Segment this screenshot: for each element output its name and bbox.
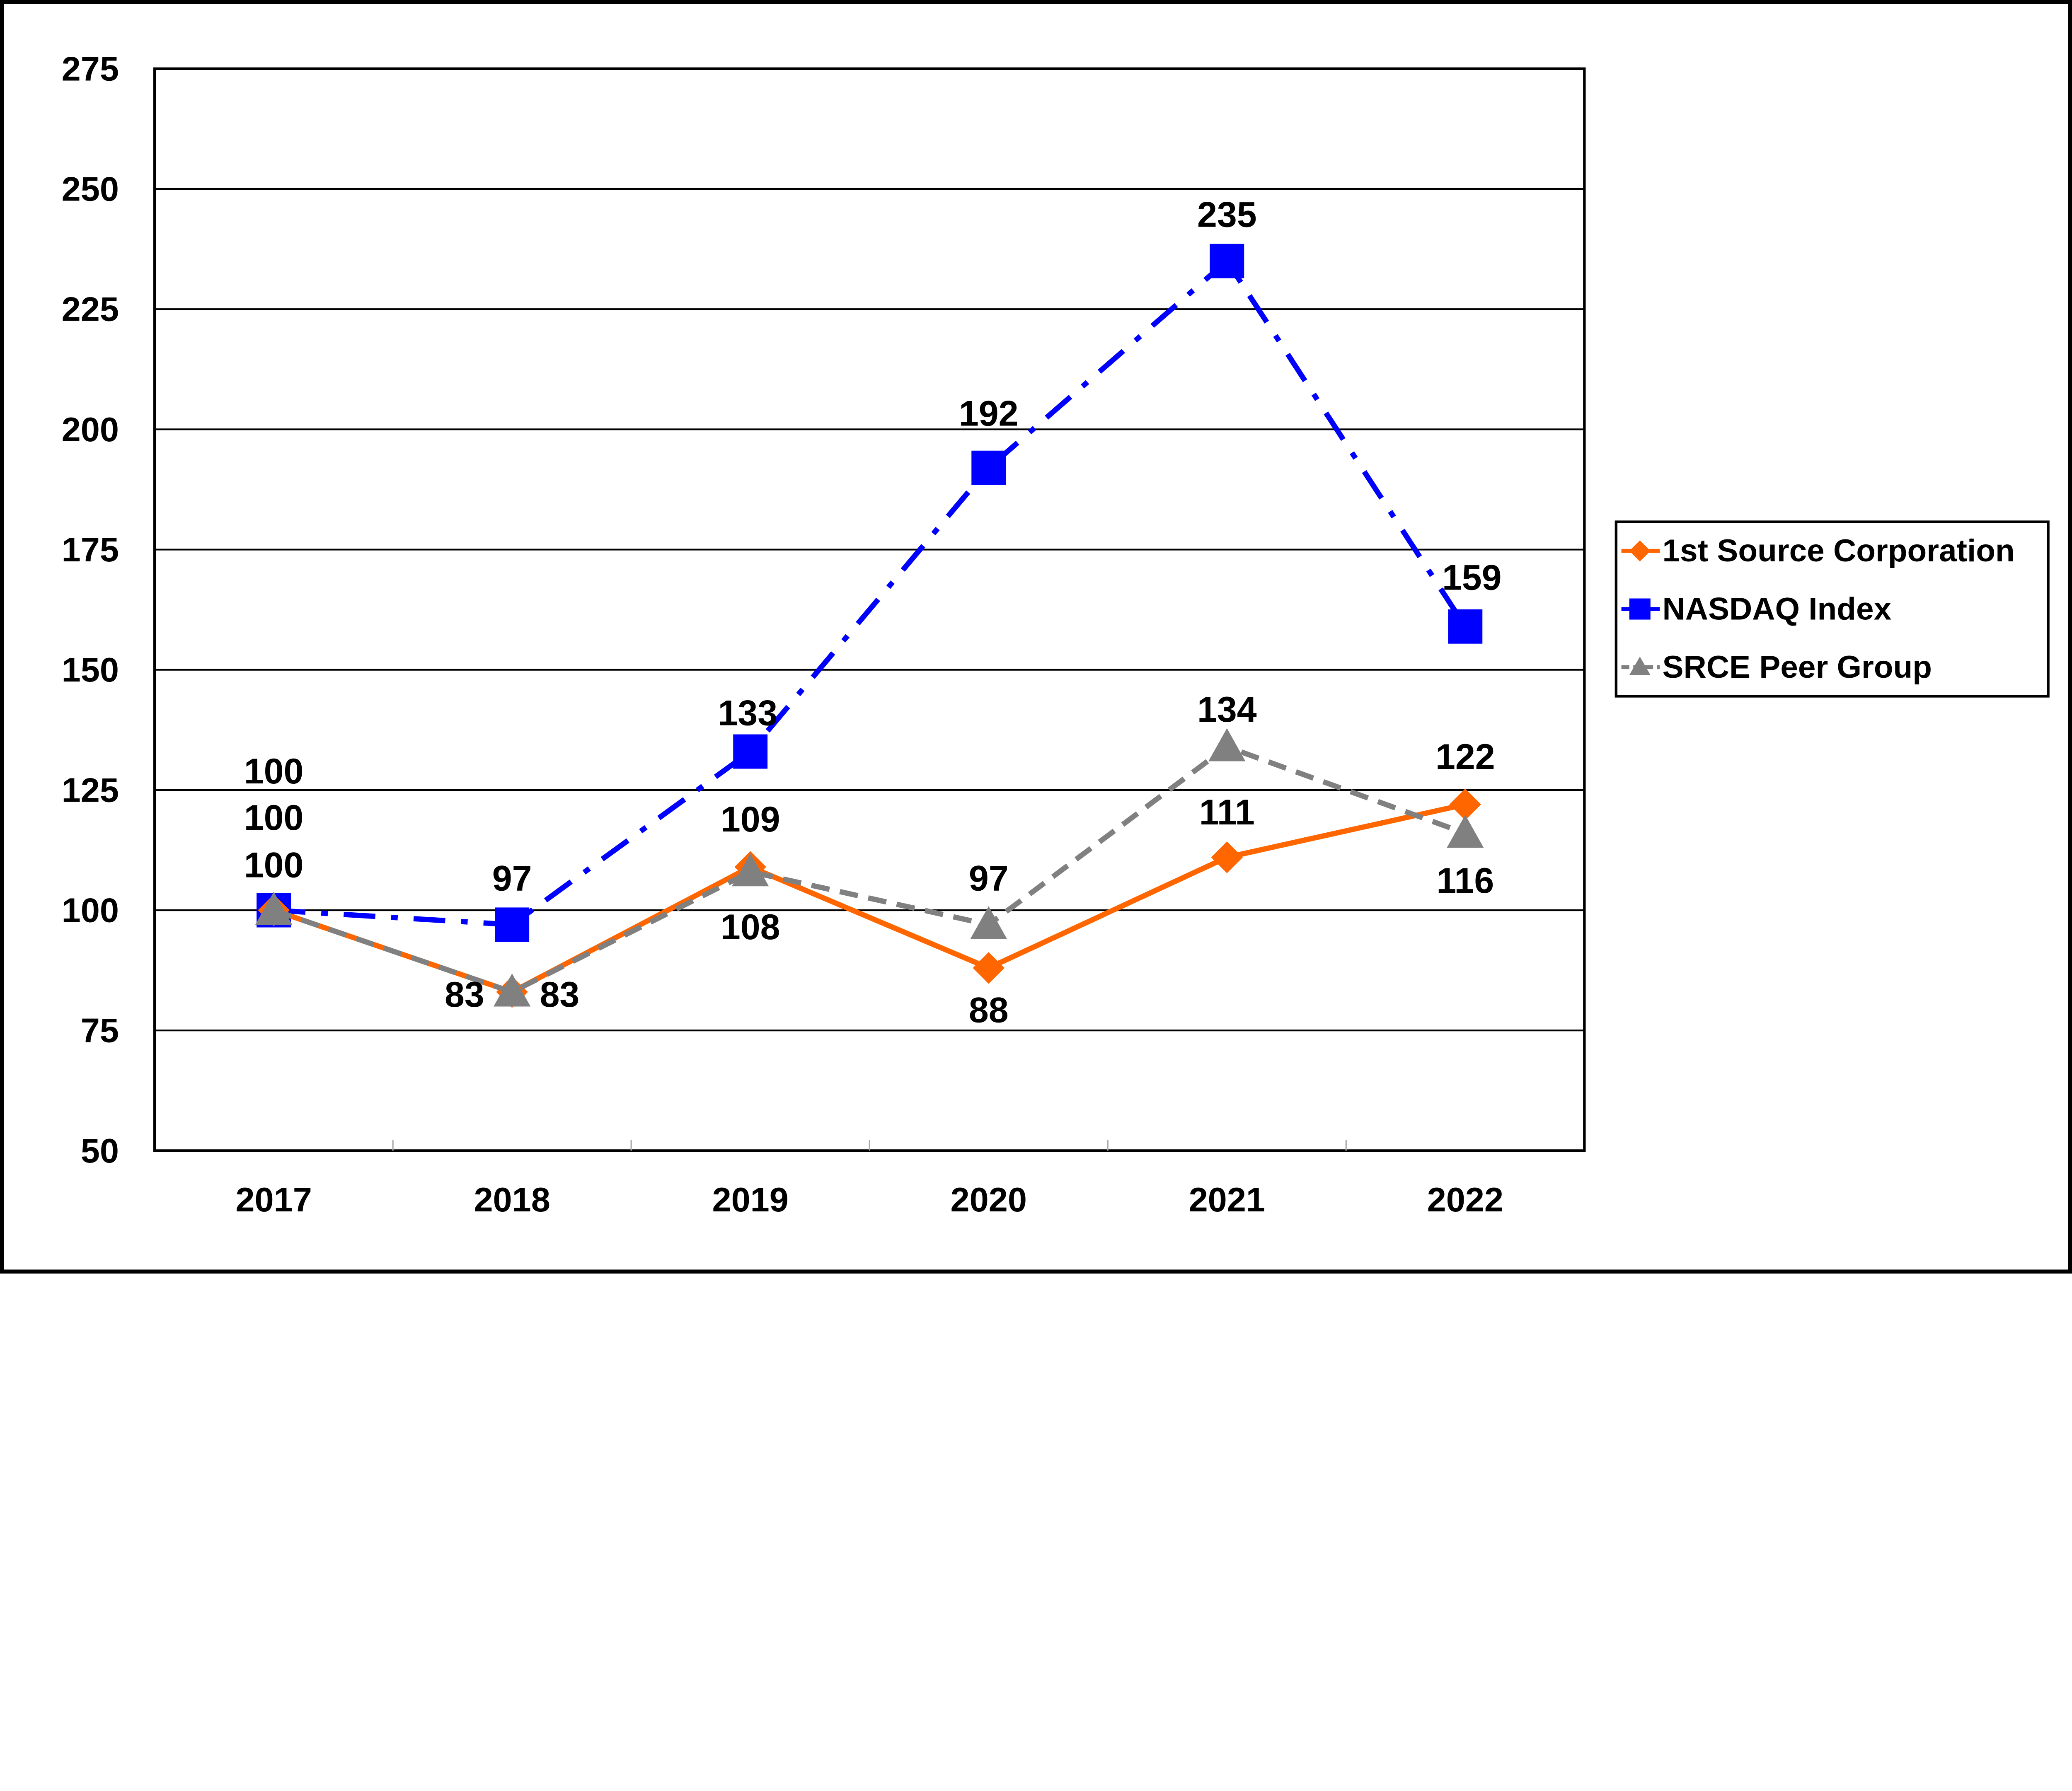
- y-tick-label: 50: [81, 1131, 119, 1170]
- legend-marker: [1629, 656, 1651, 675]
- data-point-marker: [732, 853, 769, 887]
- data-label: 109: [721, 800, 780, 839]
- x-tick-label: 2017: [235, 1180, 312, 1219]
- data-label: 83: [540, 975, 580, 1015]
- legend-marker: [1629, 540, 1651, 562]
- x-tick-label: 2020: [951, 1180, 1027, 1219]
- data-label: 134: [1197, 690, 1257, 730]
- data-point-marker: [495, 907, 530, 942]
- data-point-marker: [1449, 788, 1481, 820]
- data-label: 88: [969, 990, 1009, 1030]
- data-point-marker: [1210, 244, 1244, 278]
- data-label: 192: [959, 394, 1019, 433]
- data-point-marker: [971, 450, 1006, 485]
- series-line-2: [273, 744, 1466, 995]
- data-label: 100: [244, 846, 304, 885]
- y-tick-label: 150: [62, 650, 119, 689]
- data-label: 97: [492, 858, 532, 898]
- data-label: 97: [969, 858, 1009, 898]
- data-label: 159: [1442, 558, 1502, 597]
- legend-box: [1615, 520, 2050, 698]
- data-point-marker: [1208, 728, 1246, 761]
- legend-marker: [1629, 598, 1651, 620]
- y-tick-label: 100: [62, 891, 119, 930]
- y-tick-label: 75: [81, 1011, 119, 1050]
- data-label: 83: [445, 975, 484, 1015]
- y-tick-label: 200: [62, 410, 119, 449]
- y-tick-label: 250: [62, 169, 119, 208]
- y-tick-label: 225: [62, 290, 119, 329]
- data-label: 100: [244, 798, 304, 838]
- data-point-marker: [1448, 609, 1483, 644]
- x-tick-label: 2018: [474, 1180, 550, 1219]
- data-label: 100: [244, 752, 304, 791]
- data-label: 116: [1436, 861, 1494, 901]
- series-line-1: [274, 257, 1468, 928]
- y-tick-label: 275: [62, 49, 119, 88]
- y-tick-label: 125: [62, 771, 119, 809]
- legend: 1st Source Corporation NASDAQ Index SRCE P…: [1615, 520, 2050, 698]
- x-tick-label: 2022: [1427, 1180, 1503, 1219]
- data-point-marker: [255, 892, 293, 925]
- data-point-marker: [494, 973, 531, 1007]
- legend-label: SRCE Peer Group: [1662, 650, 1932, 685]
- legend-label: 1st Source Corporation: [1662, 533, 2014, 568]
- data-point-marker: [970, 906, 1007, 939]
- data-point-marker: [733, 734, 768, 769]
- x-tick-label: 2019: [712, 1180, 788, 1219]
- y-tick-label: 175: [62, 530, 119, 569]
- legend-label: NASDAQ Index: [1662, 592, 1891, 627]
- data-label: 111: [1199, 793, 1255, 832]
- line-chart: 50 75 100 125 150 175 200 225 250 275 2017 2018 2019…: [0, 0, 2072, 1274]
- data-label: 108: [721, 907, 780, 947]
- data-point-marker: [1211, 841, 1243, 873]
- data-point-marker: [1447, 815, 1484, 848]
- data-label: 235: [1197, 195, 1257, 234]
- data-label: 133: [718, 694, 777, 733]
- data-label: 122: [1435, 737, 1495, 777]
- x-tick-label: 2021: [1189, 1180, 1265, 1219]
